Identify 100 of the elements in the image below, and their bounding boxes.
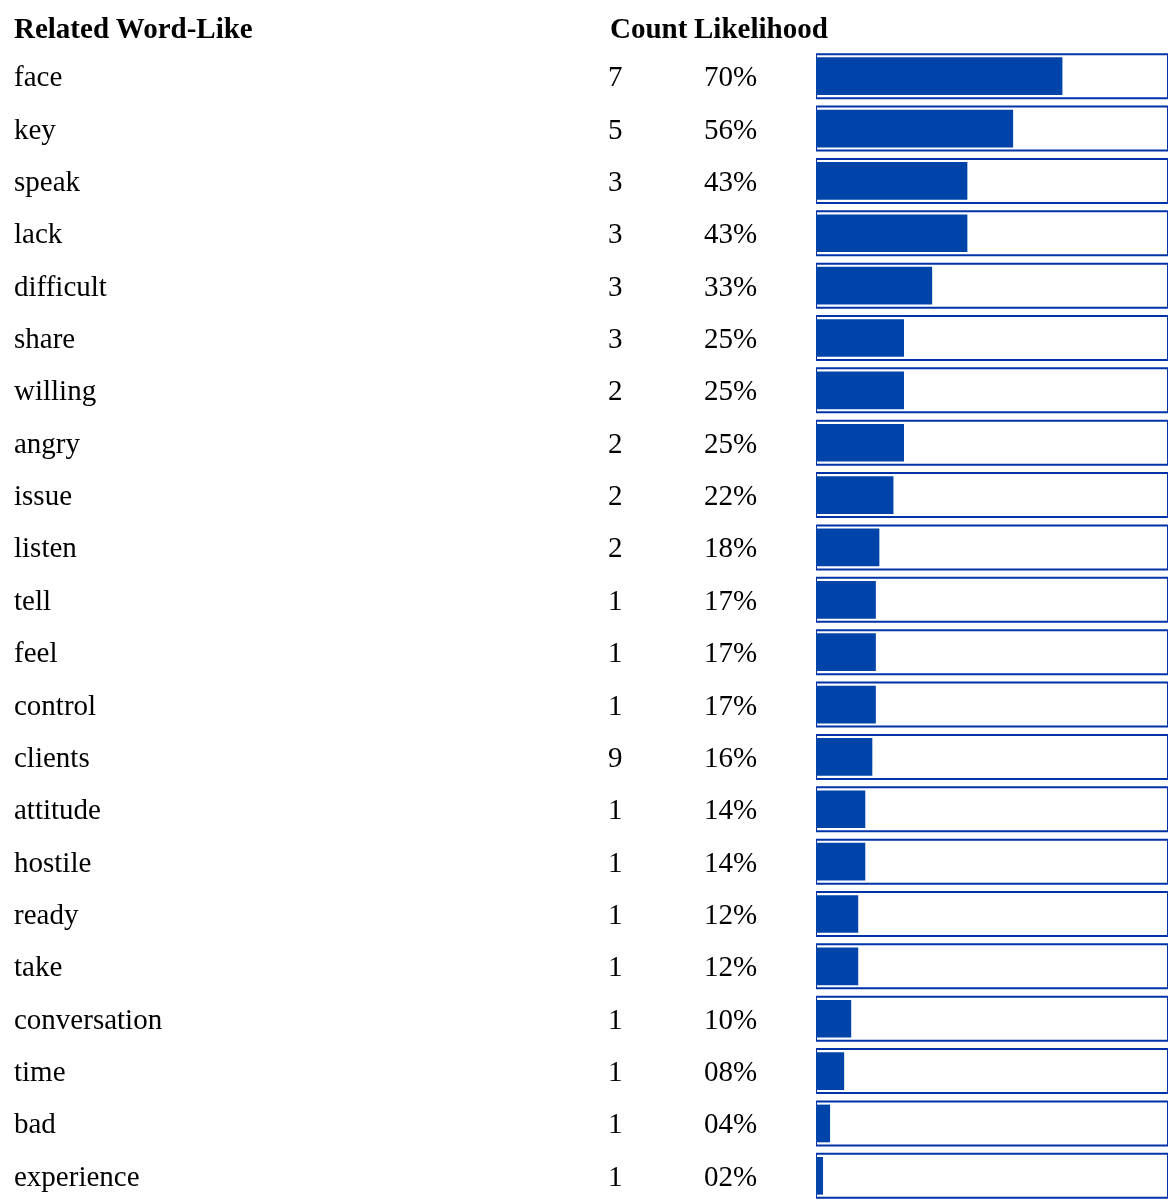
y-tick-label: experience bbox=[14, 1160, 140, 1192]
y-tick-label: conversation bbox=[14, 1003, 163, 1035]
bar bbox=[816, 157, 1168, 204]
data-label: 08% bbox=[704, 1055, 758, 1087]
text: 5 bbox=[608, 113, 623, 145]
bar bbox=[816, 214, 968, 253]
bar bbox=[816, 528, 880, 567]
bar bbox=[816, 419, 1168, 466]
bar bbox=[816, 524, 1168, 571]
data-label: 25% bbox=[704, 322, 758, 354]
text: 7 bbox=[608, 60, 623, 92]
text: 1 bbox=[608, 846, 623, 878]
text: 9 bbox=[608, 741, 623, 773]
bar bbox=[816, 1048, 1168, 1095]
text: Count bbox=[610, 12, 688, 44]
bar bbox=[816, 580, 876, 619]
text: 1 bbox=[608, 1003, 623, 1035]
y-tick-label: tell bbox=[14, 584, 52, 616]
data-label: 14% bbox=[704, 793, 758, 825]
y-tick-label: feel bbox=[14, 636, 58, 668]
bar bbox=[816, 842, 866, 881]
bar bbox=[816, 790, 866, 829]
text: 1 bbox=[608, 689, 623, 721]
y-tick-label: time bbox=[14, 1055, 66, 1087]
data-label: 04% bbox=[704, 1107, 758, 1139]
bar bbox=[816, 367, 1168, 414]
bar bbox=[816, 895, 859, 933]
data-label: 70% bbox=[704, 60, 758, 92]
bar bbox=[816, 210, 1168, 257]
bar bbox=[816, 738, 873, 776]
bar bbox=[816, 266, 933, 305]
bar bbox=[816, 315, 1168, 361]
y-tick-label: share bbox=[14, 322, 76, 354]
y-tick-label: ready bbox=[14, 898, 79, 930]
text: 3 bbox=[608, 217, 623, 249]
bar bbox=[816, 733, 1168, 780]
text: 1 bbox=[608, 584, 623, 616]
y-tick-label: attitude bbox=[14, 793, 101, 825]
bar bbox=[816, 1156, 824, 1195]
y-tick-label: speak bbox=[14, 165, 81, 197]
bar bbox=[816, 105, 1168, 152]
text: 1 bbox=[608, 1107, 623, 1139]
y-tick-label: clients bbox=[14, 741, 90, 773]
bar bbox=[816, 1052, 845, 1090]
y-tick-label: control bbox=[14, 689, 97, 721]
y-tick-label: issue bbox=[14, 479, 72, 511]
text: 2 bbox=[608, 427, 623, 459]
bar bbox=[816, 629, 1168, 676]
bar bbox=[816, 109, 1014, 148]
bar bbox=[816, 53, 1168, 100]
y-tick-label: lack bbox=[14, 217, 63, 249]
data-label: 12% bbox=[704, 898, 758, 930]
bar bbox=[816, 319, 904, 357]
bar bbox=[816, 1100, 1168, 1147]
data-label: 17% bbox=[704, 636, 758, 668]
text: 1 bbox=[608, 636, 623, 668]
data-label: 02% bbox=[704, 1160, 758, 1192]
bar bbox=[816, 943, 1168, 990]
bar bbox=[816, 1152, 1168, 1199]
bar bbox=[816, 576, 1168, 623]
data-label: 43% bbox=[704, 217, 758, 249]
text: 1 bbox=[608, 1055, 623, 1087]
data-label: 17% bbox=[704, 689, 758, 721]
data-label: 33% bbox=[704, 270, 758, 302]
data-label: 56% bbox=[704, 113, 758, 145]
y-tick-label: bad bbox=[14, 1107, 57, 1139]
bar bbox=[816, 472, 1168, 519]
text: 2 bbox=[608, 531, 623, 563]
data-label: 22% bbox=[704, 479, 758, 511]
text: 2 bbox=[608, 374, 623, 406]
text: 2 bbox=[608, 479, 623, 511]
bar bbox=[816, 947, 859, 986]
bar bbox=[816, 995, 1168, 1042]
y-tick-label: willing bbox=[14, 374, 97, 406]
y-tick-label: face bbox=[14, 60, 63, 92]
y-tick-label: angry bbox=[14, 427, 81, 459]
text: Likelihood bbox=[694, 12, 828, 44]
y-tick-label: key bbox=[14, 113, 57, 145]
data-label: 10% bbox=[704, 1003, 758, 1035]
bar bbox=[816, 633, 876, 672]
bar bbox=[816, 262, 1168, 309]
data-label: 17% bbox=[704, 584, 758, 616]
y-tick-label: listen bbox=[14, 531, 78, 563]
bar bbox=[816, 891, 1168, 937]
data-label: 25% bbox=[704, 374, 758, 406]
text: 1 bbox=[608, 950, 623, 982]
bar bbox=[816, 786, 1168, 833]
bar bbox=[816, 838, 1168, 885]
text: 3 bbox=[608, 270, 623, 302]
y-tick-label: difficult bbox=[14, 270, 107, 302]
data-label: 25% bbox=[704, 427, 758, 459]
data-label: 14% bbox=[704, 846, 758, 878]
text: Related Word-Like bbox=[14, 12, 253, 44]
text: 1 bbox=[608, 1160, 623, 1192]
bar bbox=[816, 681, 1168, 728]
text: 3 bbox=[608, 165, 623, 197]
bar bbox=[816, 423, 904, 462]
data-label: 43% bbox=[704, 165, 758, 197]
bar bbox=[816, 999, 852, 1038]
text: 1 bbox=[608, 898, 623, 930]
